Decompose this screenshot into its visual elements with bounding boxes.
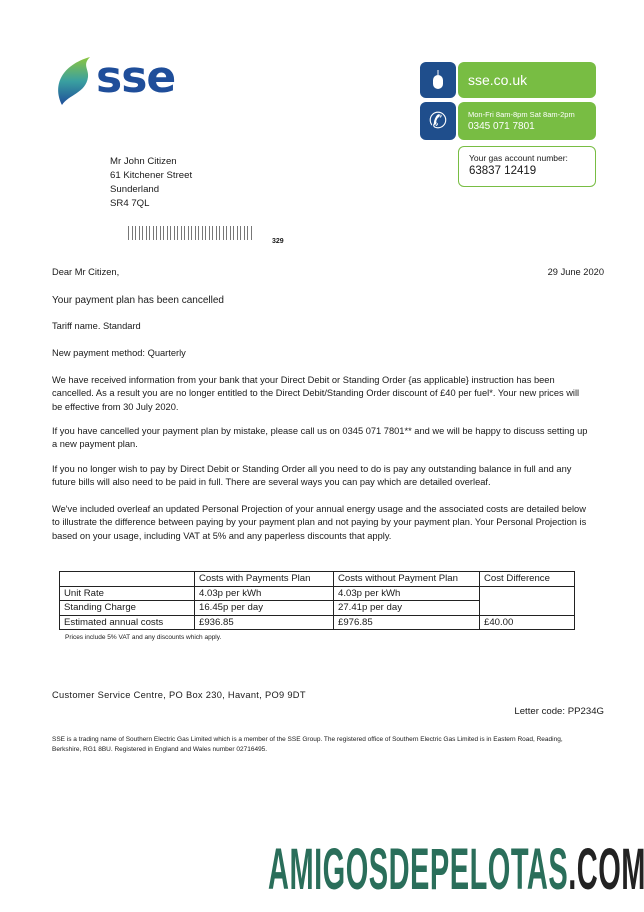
- paragraph: If you have cancelled your payment plan …: [52, 426, 588, 450]
- salutation: Dear Mr Citizen,: [52, 267, 120, 277]
- tariff-name: Tariff name. Standard: [52, 321, 141, 331]
- legal-footer: SSE is a trading name of Southern Electr…: [52, 736, 563, 753]
- cell: Standing Charge: [59, 600, 195, 616]
- address-line: Mr John Citizen: [110, 156, 177, 167]
- watermark-main: AMIGOSDEPELOTAS: [268, 837, 569, 902]
- cell: Unit Rate: [59, 585, 195, 601]
- header-cell: Costs with Payments Plan: [194, 571, 334, 587]
- subject: Your payment plan has been cancelled: [52, 295, 224, 306]
- recipient-address: Mr John Citizen 61 Kitchener Street Sund…: [110, 155, 192, 211]
- cell: 16.45p per day: [194, 600, 334, 616]
- table-note: Prices include 5% VAT and any discounts …: [65, 634, 222, 641]
- table-row: Unit Rate 4.03p per kWh 4.03p per kWh: [59, 585, 575, 616]
- opening-hours: Mon-Fri 8am-8pm Sat 8am-2pm: [468, 110, 575, 119]
- paragraph: If you no longer wish to pay by Direct D…: [52, 464, 572, 488]
- table-header-row: Costs with Payments Plan Costs without P…: [59, 571, 575, 587]
- table-row: Standing Charge 16.45p per day 27.41p pe…: [59, 600, 575, 616]
- account-number: 63837 12419: [469, 165, 537, 177]
- address-line: 61 Kitchener Street: [110, 170, 193, 181]
- header-cell: [59, 571, 195, 587]
- watermark: AMIGOSDEPELOTAS.COM: [268, 836, 644, 903]
- address-line: SR4 7QL: [110, 198, 150, 209]
- website-link[interactable]: sse.co.uk: [458, 62, 596, 98]
- cell: 27.41p per day: [333, 600, 480, 616]
- cell: £40.00: [479, 614, 575, 630]
- sse-logo: sse: [96, 52, 176, 103]
- watermark-suffix: .COM: [568, 837, 644, 902]
- cell: 4.03p per kWh: [194, 585, 334, 601]
- cell-empty: [479, 585, 575, 616]
- payment-method: New payment method: Quarterly: [52, 348, 186, 358]
- mouse-icon: [420, 62, 456, 98]
- address-line: Sunderland: [110, 184, 160, 195]
- header-cell: Cost Difference: [479, 571, 575, 587]
- cell: 4.03p per kWh: [333, 585, 480, 601]
- cost-comparison-table: Costs with Payments Plan Costs without P…: [59, 571, 575, 630]
- cell: £976.85: [333, 614, 480, 630]
- cell: Estimated annual costs: [59, 614, 195, 630]
- account-label: Your gas account number:: [469, 153, 568, 163]
- customer-service-address: Customer Service Centre, PO Box 230, Hav…: [52, 690, 306, 700]
- barcode-number: 329: [272, 238, 284, 245]
- paragraph: We've included overleaf an updated Perso…: [52, 504, 587, 541]
- header-cell: Costs without Payment Plan: [333, 571, 480, 587]
- phone-number[interactable]: 0345 071 7801: [468, 121, 535, 132]
- phone-box: Mon-Fri 8am-8pm Sat 8am-2pm 0345 071 780…: [458, 102, 596, 140]
- postal-barcode: [128, 226, 253, 240]
- paragraph: We have received information from your b…: [52, 375, 580, 412]
- sse-logo-swoosh-icon: [58, 57, 90, 105]
- account-box: Your gas account number: 63837 12419: [458, 146, 596, 187]
- table-row: Estimated annual costs £936.85 £976.85 £…: [59, 614, 575, 630]
- letter-date: 29 June 2020: [547, 267, 604, 277]
- phone-icon: ✆: [420, 102, 456, 140]
- cell: £936.85: [194, 614, 334, 630]
- letter-code: Letter code: PP234G: [514, 706, 604, 717]
